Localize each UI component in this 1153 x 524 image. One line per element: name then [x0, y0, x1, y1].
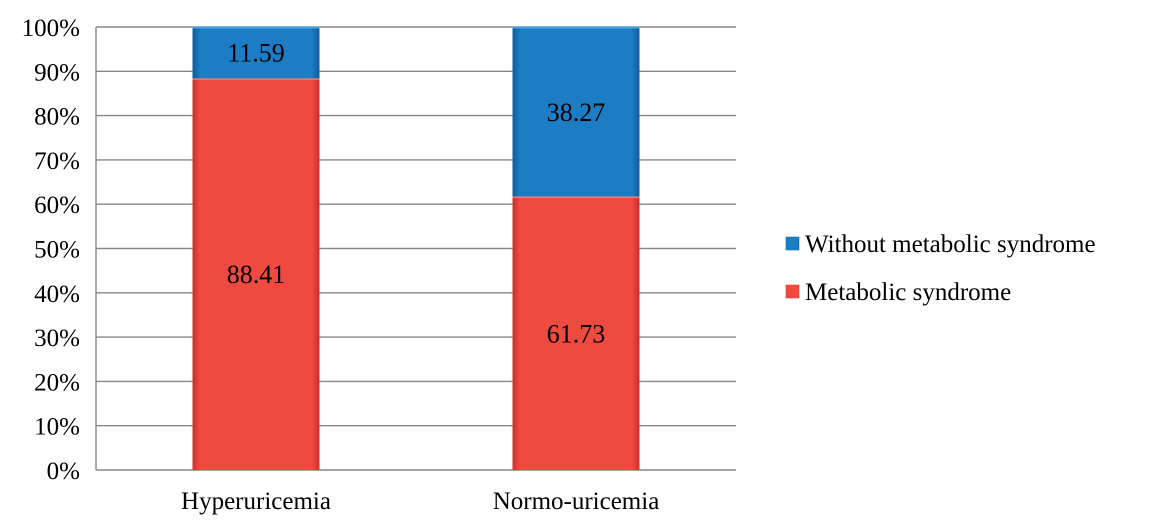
legend-swatch	[785, 236, 800, 251]
y-tick-label: 60%	[34, 192, 80, 219]
y-tick-label: 100%	[22, 15, 80, 42]
y-tick-label: 20%	[34, 369, 80, 396]
bar-segment	[512, 27, 640, 197]
data-label: 61.73	[547, 319, 606, 348]
legend-label: Without metabolic syndrome	[805, 231, 1096, 258]
data-labels: 88.41 11.59 61.73 38.27	[227, 39, 606, 349]
y-tick-label: 40%	[34, 281, 80, 308]
y-axis: 0% 10% 20% 30% 40% 50% 60% 70% 80% 90% 100%	[22, 15, 97, 485]
y-tick-label: 0%	[47, 458, 80, 485]
data-label: 88.41	[227, 260, 286, 289]
bar-segment	[192, 27, 320, 79]
bars	[192, 26, 640, 471]
bar-segment	[512, 196, 640, 470]
x-category-label: Hyperuricemia	[181, 488, 331, 515]
x-category-label: Normo-uricemia	[493, 488, 660, 515]
data-label: 38.27	[547, 98, 606, 127]
bar-segment	[192, 78, 320, 471]
legend-swatch	[785, 284, 800, 299]
y-tick-label: 80%	[34, 104, 80, 131]
y-tick-label: 30%	[34, 325, 80, 352]
x-axis: Hyperuricemia Normo-uricemia	[181, 488, 659, 515]
y-tick-label: 50%	[34, 237, 80, 264]
gridlines	[96, 26, 736, 471]
data-label: 11.59	[227, 39, 285, 68]
legend: Without metabolic syndrome Metabolic synd…	[785, 231, 1096, 306]
y-tick-label: 70%	[34, 148, 80, 175]
y-tick-label: 90%	[34, 59, 80, 86]
legend-label: Metabolic syndrome	[805, 279, 1011, 306]
y-tick-label: 10%	[34, 414, 80, 441]
